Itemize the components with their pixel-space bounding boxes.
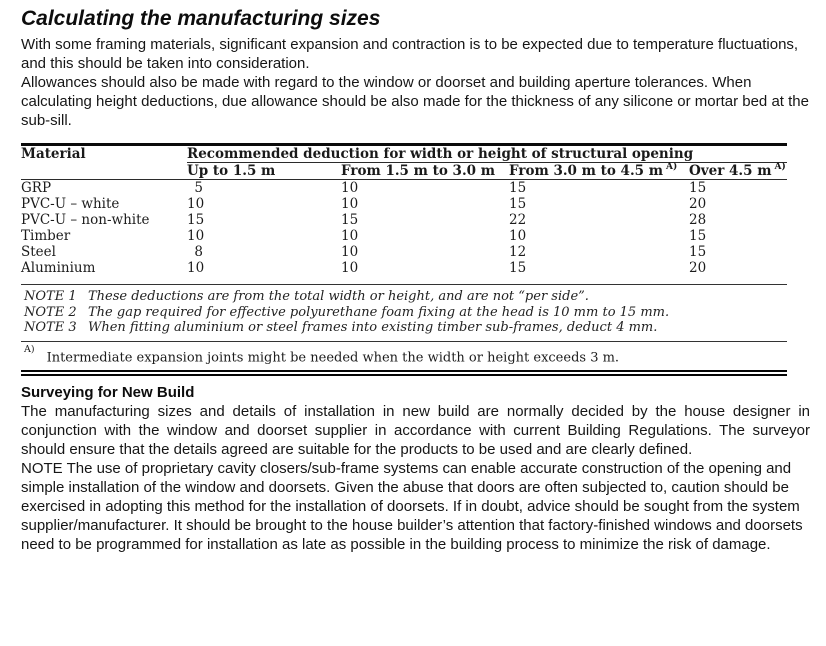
note-text: These deductions are from the total widt… [88, 289, 589, 305]
column-header-material: Material [21, 144, 187, 181]
value-cell: 10 [187, 196, 205, 213]
value-cell: 15 [509, 196, 527, 213]
table-row: GRP 5 10 15 15 [21, 180, 787, 197]
value-cell: 15 [689, 180, 707, 197]
surveying-paragraph-2: NOTE The use of proprietary cavity close… [21, 460, 803, 554]
table-row: Timber 10 10 10 15 [21, 228, 787, 244]
note-label: NOTE 3 [24, 320, 77, 336]
value-cell: 10 [341, 244, 359, 261]
table-note-2: NOTE 2 The gap required for effective po… [21, 305, 787, 321]
value-cell: 10 [509, 228, 527, 245]
value-cell: 22 [509, 212, 527, 229]
value-cell: 10 [341, 228, 359, 245]
table-notes: NOTE 1 These deductions are from the tot… [21, 284, 787, 341]
value-cell: 10 [187, 228, 205, 245]
value-cell: 10 [341, 180, 359, 197]
value-cell: 15 [509, 180, 527, 197]
footnote-text: Intermediate expansion joints might be n… [46, 350, 620, 366]
value-cell: 15 [509, 260, 527, 277]
note-label: NOTE 2 [24, 304, 77, 320]
material-cell: PVC-U – non-white [21, 212, 150, 229]
note-text: When fitting aluminium or steel frames i… [88, 320, 658, 336]
material-cell: GRP [21, 180, 52, 197]
value-cell: 10 [341, 260, 359, 277]
material-cell: Aluminium [21, 260, 96, 277]
page-title: Calculating the manufacturing sizes [21, 7, 381, 30]
material-cell: Steel [21, 244, 56, 261]
table-footnote: A) Intermediate expansion joints might be… [21, 340, 787, 370]
deduction-table: Material Recommended deduction for width… [21, 143, 788, 284]
column-header-over-4-5: Over 4.5 m A) [689, 161, 788, 181]
table-row: Aluminium 10 10 15 20 [21, 260, 787, 284]
column-header-3-0-to-4-5: From 3.0 m to 4.5 m A) [509, 161, 689, 181]
table-row: PVC-U – white 10 10 15 20 [21, 196, 787, 212]
value-cell: 28 [689, 212, 707, 229]
value-cell: 5 [194, 180, 203, 197]
table-bottom-rule [21, 370, 787, 377]
value-cell: 15 [689, 244, 707, 261]
surveying-paragraph-1: The manufacturing sizes and details of i… [21, 403, 810, 459]
value-cell: 15 [187, 212, 205, 229]
value-cell: 20 [689, 260, 707, 277]
material-cell: PVC-U – white [21, 196, 120, 213]
value-cell: 8 [194, 244, 203, 261]
value-cell: 12 [509, 244, 527, 261]
table-row: PVC-U – non-white 15 15 22 28 [21, 212, 787, 228]
deduction-table-block: Material Recommended deduction for width… [21, 143, 788, 377]
table-note-1: NOTE 1 These deductions are from the tot… [21, 289, 787, 305]
column-header-upto-1-5: Up to 1.5 m [187, 162, 341, 181]
intro-paragraph-1: With some framing materials, significant… [21, 36, 799, 73]
note-text: The gap required for effective polyureth… [88, 304, 670, 320]
table-note-3: NOTE 3 When fitting aluminium or steel f… [21, 320, 787, 336]
intro-paragraph-2: Allowances should also be made with rega… [21, 74, 809, 130]
value-cell: 20 [689, 196, 707, 213]
value-cell: 15 [341, 212, 359, 229]
table-row: Steel 8 10 12 15 [21, 244, 787, 260]
footnote-marker: A) [774, 161, 786, 172]
column-header-span: Recommended deduction for width or heigh… [187, 144, 788, 164]
sub-header-row: Up to 1.5 m From 1.5 m to 3.0 m From 3.0… [21, 161, 788, 181]
column-header-1-5-to-3-0: From 1.5 m to 3.0 m [341, 162, 509, 181]
section-heading-surveying: Surveying for New Build [21, 384, 195, 402]
footnote-marker: A) [24, 343, 35, 355]
value-cell: 10 [187, 260, 205, 277]
material-cell: Timber [21, 228, 71, 245]
value-cell: 15 [689, 228, 707, 245]
footnote-marker: A) [666, 161, 678, 172]
value-cell: 10 [341, 196, 359, 213]
note-label: NOTE 1 [24, 289, 77, 305]
